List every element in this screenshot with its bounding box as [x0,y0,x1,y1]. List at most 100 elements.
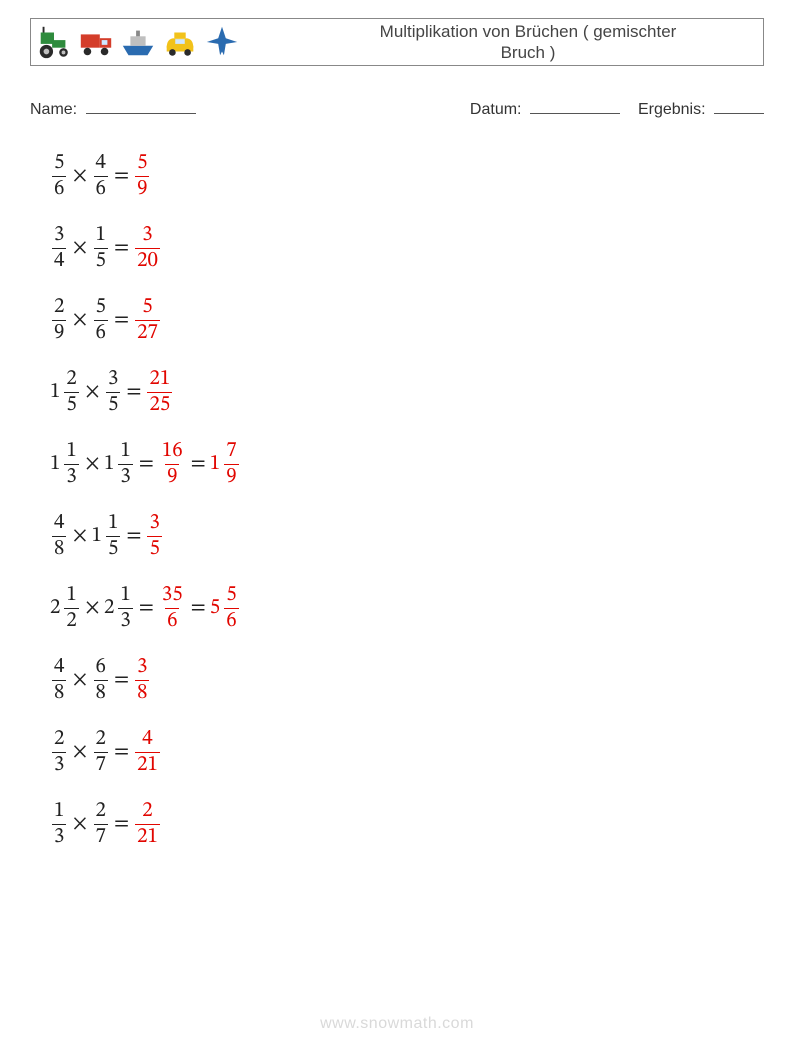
fraction-stack: 56 [50,152,68,199]
fraction-stack: 320 [133,224,162,271]
numerator: 3 [147,512,161,535]
mixed-number: 556 [210,584,241,631]
denominator: 2 [64,608,78,632]
fraction: 29 [50,296,68,343]
denominator: 5 [94,248,108,272]
numerator: 4 [140,728,154,751]
fraction-stack: 48 [50,656,68,703]
numerator: 4 [52,512,66,535]
whole-part: 1 [104,451,116,477]
fraction: 68 [92,656,110,703]
fraction: 48 [50,656,68,703]
fraction-stack: 13 [50,800,68,847]
numerator: 2 [94,800,108,823]
numerator: 1 [64,584,78,607]
equals-sign: = [122,379,145,405]
numerator: 1 [118,440,132,463]
equals-sign: = [135,451,158,477]
fraction: 2125 [145,368,174,415]
equals-sign: = [187,595,210,621]
denominator: 8 [52,680,66,704]
numerator: 1 [94,224,108,247]
problem-row: 125×35=2125 [50,356,744,428]
denominator: 5 [106,536,120,560]
problem-row: 23×27=421 [50,716,744,788]
numerator: 5 [94,296,108,319]
fraction-stack: 68 [92,656,110,703]
fraction: 421 [133,728,162,775]
fraction-stack: 46 [92,152,110,199]
denominator: 20 [135,248,160,272]
denominator: 3 [118,464,132,488]
denominator: 3 [118,608,132,632]
fraction: 35 [145,512,163,559]
whole-part: 2 [50,595,62,621]
denominator: 6 [165,608,179,632]
numerator: 1 [52,800,66,823]
whole-part: 1 [50,379,62,405]
header-icons [35,23,241,61]
denominator: 8 [135,680,149,704]
denominator: 8 [52,536,66,560]
numerator: 7 [224,440,238,463]
denominator: 3 [52,752,66,776]
numerator: 5 [224,584,238,607]
numerator: 3 [106,368,120,391]
problem-row: 29×56=527 [50,284,744,356]
equals-sign: = [110,307,133,333]
mixed-number: 113 [50,440,81,487]
fraction-stack: 169 [158,440,187,487]
fraction: 56 [92,296,110,343]
worksheet-title: Multiplikation von Brüchen ( gemischter … [241,21,755,64]
result-label: Ergebnis: [638,101,706,118]
numerator: 5 [135,152,149,175]
denominator: 9 [224,464,238,488]
times-sign: × [68,235,91,261]
header-box: Multiplikation von Brüchen ( gemischter … [30,18,764,66]
fraction: 48 [50,512,68,559]
fraction-stack: 59 [133,152,151,199]
fraction-stack: 2125 [145,368,174,415]
fraction-stack: 13 [62,440,80,487]
fraction: 59 [133,152,151,199]
fraction-stack: 421 [133,728,162,775]
times-sign: × [81,379,104,405]
numerator: 2 [140,800,154,823]
fraction-stack: 38 [133,656,151,703]
fraction-stack: 35 [145,512,163,559]
fraction: 35 [104,368,122,415]
denominator: 5 [147,536,161,560]
fraction-stack: 13 [116,584,134,631]
result-field: Ergebnis: [638,96,764,119]
fraction-stack: 56 [222,584,240,631]
equals-sign: = [110,235,133,261]
numerator: 1 [118,584,132,607]
denominator: 5 [64,392,78,416]
times-sign: × [68,523,91,549]
fraction: 27 [92,800,110,847]
mixed-number: 212 [50,584,81,631]
denominator: 5 [106,392,120,416]
problem-row: 48×115=35 [50,500,744,572]
equals-sign: = [110,163,133,189]
whole-part: 5 [210,595,222,621]
equals-sign: = [110,667,133,693]
date-blank [530,96,620,114]
denominator: 7 [94,824,108,848]
fraction: 46 [92,152,110,199]
problem-row: 113×113=169=179 [50,428,744,500]
denominator: 3 [64,464,78,488]
fraction: 38 [133,656,151,703]
mixed-number: 213 [104,584,135,631]
mixed-number: 113 [104,440,135,487]
whole-part: 1 [210,451,222,477]
problem-list: 56×46=5934×15=32029×56=527125×35=2125113… [50,140,744,860]
fraction: 34 [50,224,68,271]
numerator: 4 [52,656,66,679]
equals-sign: = [122,523,145,549]
equals-sign: = [110,739,133,765]
numerator: 2 [94,728,108,751]
fraction: 56 [50,152,68,199]
numerator: 21 [147,368,172,391]
times-sign: × [68,307,91,333]
